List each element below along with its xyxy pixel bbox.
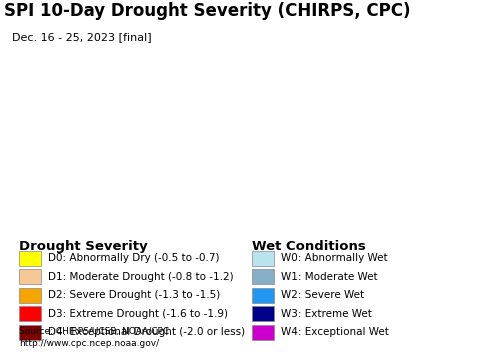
Bar [19,288,41,303]
Text: W1: Moderate Wet: W1: Moderate Wet [281,272,377,282]
Bar [252,325,274,340]
Text: D3: Extreme Drought (-1.6 to -1.9): D3: Extreme Drought (-1.6 to -1.9) [48,309,228,319]
Text: W4: Exceptional Wet: W4: Exceptional Wet [281,327,389,337]
Text: D1: Moderate Drought (-0.8 to -1.2): D1: Moderate Drought (-0.8 to -1.2) [48,272,234,282]
Text: SPI 10-Day Drought Severity (CHIRPS, CPC): SPI 10-Day Drought Severity (CHIRPS, CPC… [4,2,410,20]
Text: D2: Severe Drought (-1.3 to -1.5): D2: Severe Drought (-1.3 to -1.5) [48,290,220,300]
Text: Drought Severity: Drought Severity [19,241,148,253]
Text: W2: Severe Wet: W2: Severe Wet [281,290,364,300]
Text: D0: Abnormally Dry (-0.5 to -0.7): D0: Abnormally Dry (-0.5 to -0.7) [48,253,219,263]
Text: D4: Exceptional Drought (-2.0 or less): D4: Exceptional Drought (-2.0 or less) [48,327,245,337]
Text: Source: CHIRPS/UCSB, NOAA/CPC
http://www.cpc.ncep.noaa.gov/: Source: CHIRPS/UCSB, NOAA/CPC http://www… [19,327,169,348]
Text: W3: Extreme Wet: W3: Extreme Wet [281,309,372,319]
Bar [19,270,41,284]
Text: W0: Abnormally Wet: W0: Abnormally Wet [281,253,387,263]
Bar [19,251,41,266]
Bar [252,251,274,266]
Bar [252,288,274,303]
Bar [252,307,274,321]
Text: Dec. 16 - 25, 2023 [final]: Dec. 16 - 25, 2023 [final] [12,32,152,42]
Bar [19,307,41,321]
Bar [252,270,274,284]
Bar [19,325,41,340]
Text: Wet Conditions: Wet Conditions [252,241,366,253]
